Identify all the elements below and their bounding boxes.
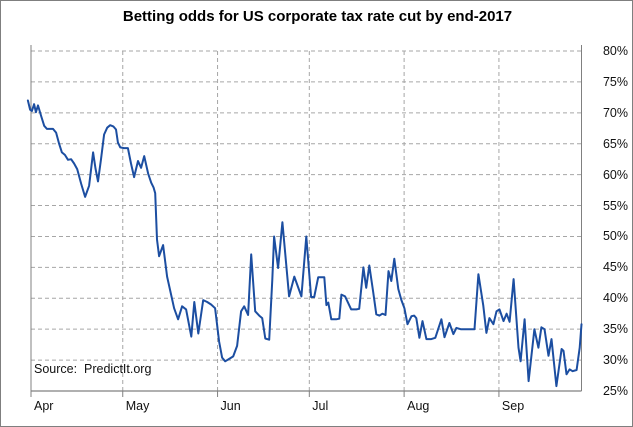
source-note: Source: PredictIt.org (34, 362, 152, 376)
y-axis-label: 35% (602, 322, 628, 337)
x-axis-label: Jun (220, 399, 241, 413)
x-axis-label: Sep (501, 399, 525, 413)
y-axis-label: 25% (602, 384, 628, 398)
y-axis-label: 75% (602, 74, 628, 89)
y-axis-label: 50% (602, 229, 628, 244)
y-axis-label: 60% (602, 167, 628, 182)
x-axis-label: Jul (312, 399, 329, 413)
x-axis-label: Aug (407, 399, 430, 413)
y-axis-label: 30% (602, 353, 628, 368)
y-axis-label: 65% (602, 136, 628, 151)
y-axis-label: 55% (602, 198, 628, 213)
y-axis-label: 80% (602, 44, 628, 58)
chart-title: Betting odds for US corporate tax rate c… (122, 8, 513, 25)
y-axis-label: 40% (602, 291, 628, 306)
x-axis-label: Apr (34, 399, 54, 413)
y-axis-label: 45% (602, 260, 628, 275)
y-axis-label: 70% (602, 105, 628, 120)
x-axis-label: May (125, 399, 150, 413)
data-line-series (26, 99, 583, 388)
